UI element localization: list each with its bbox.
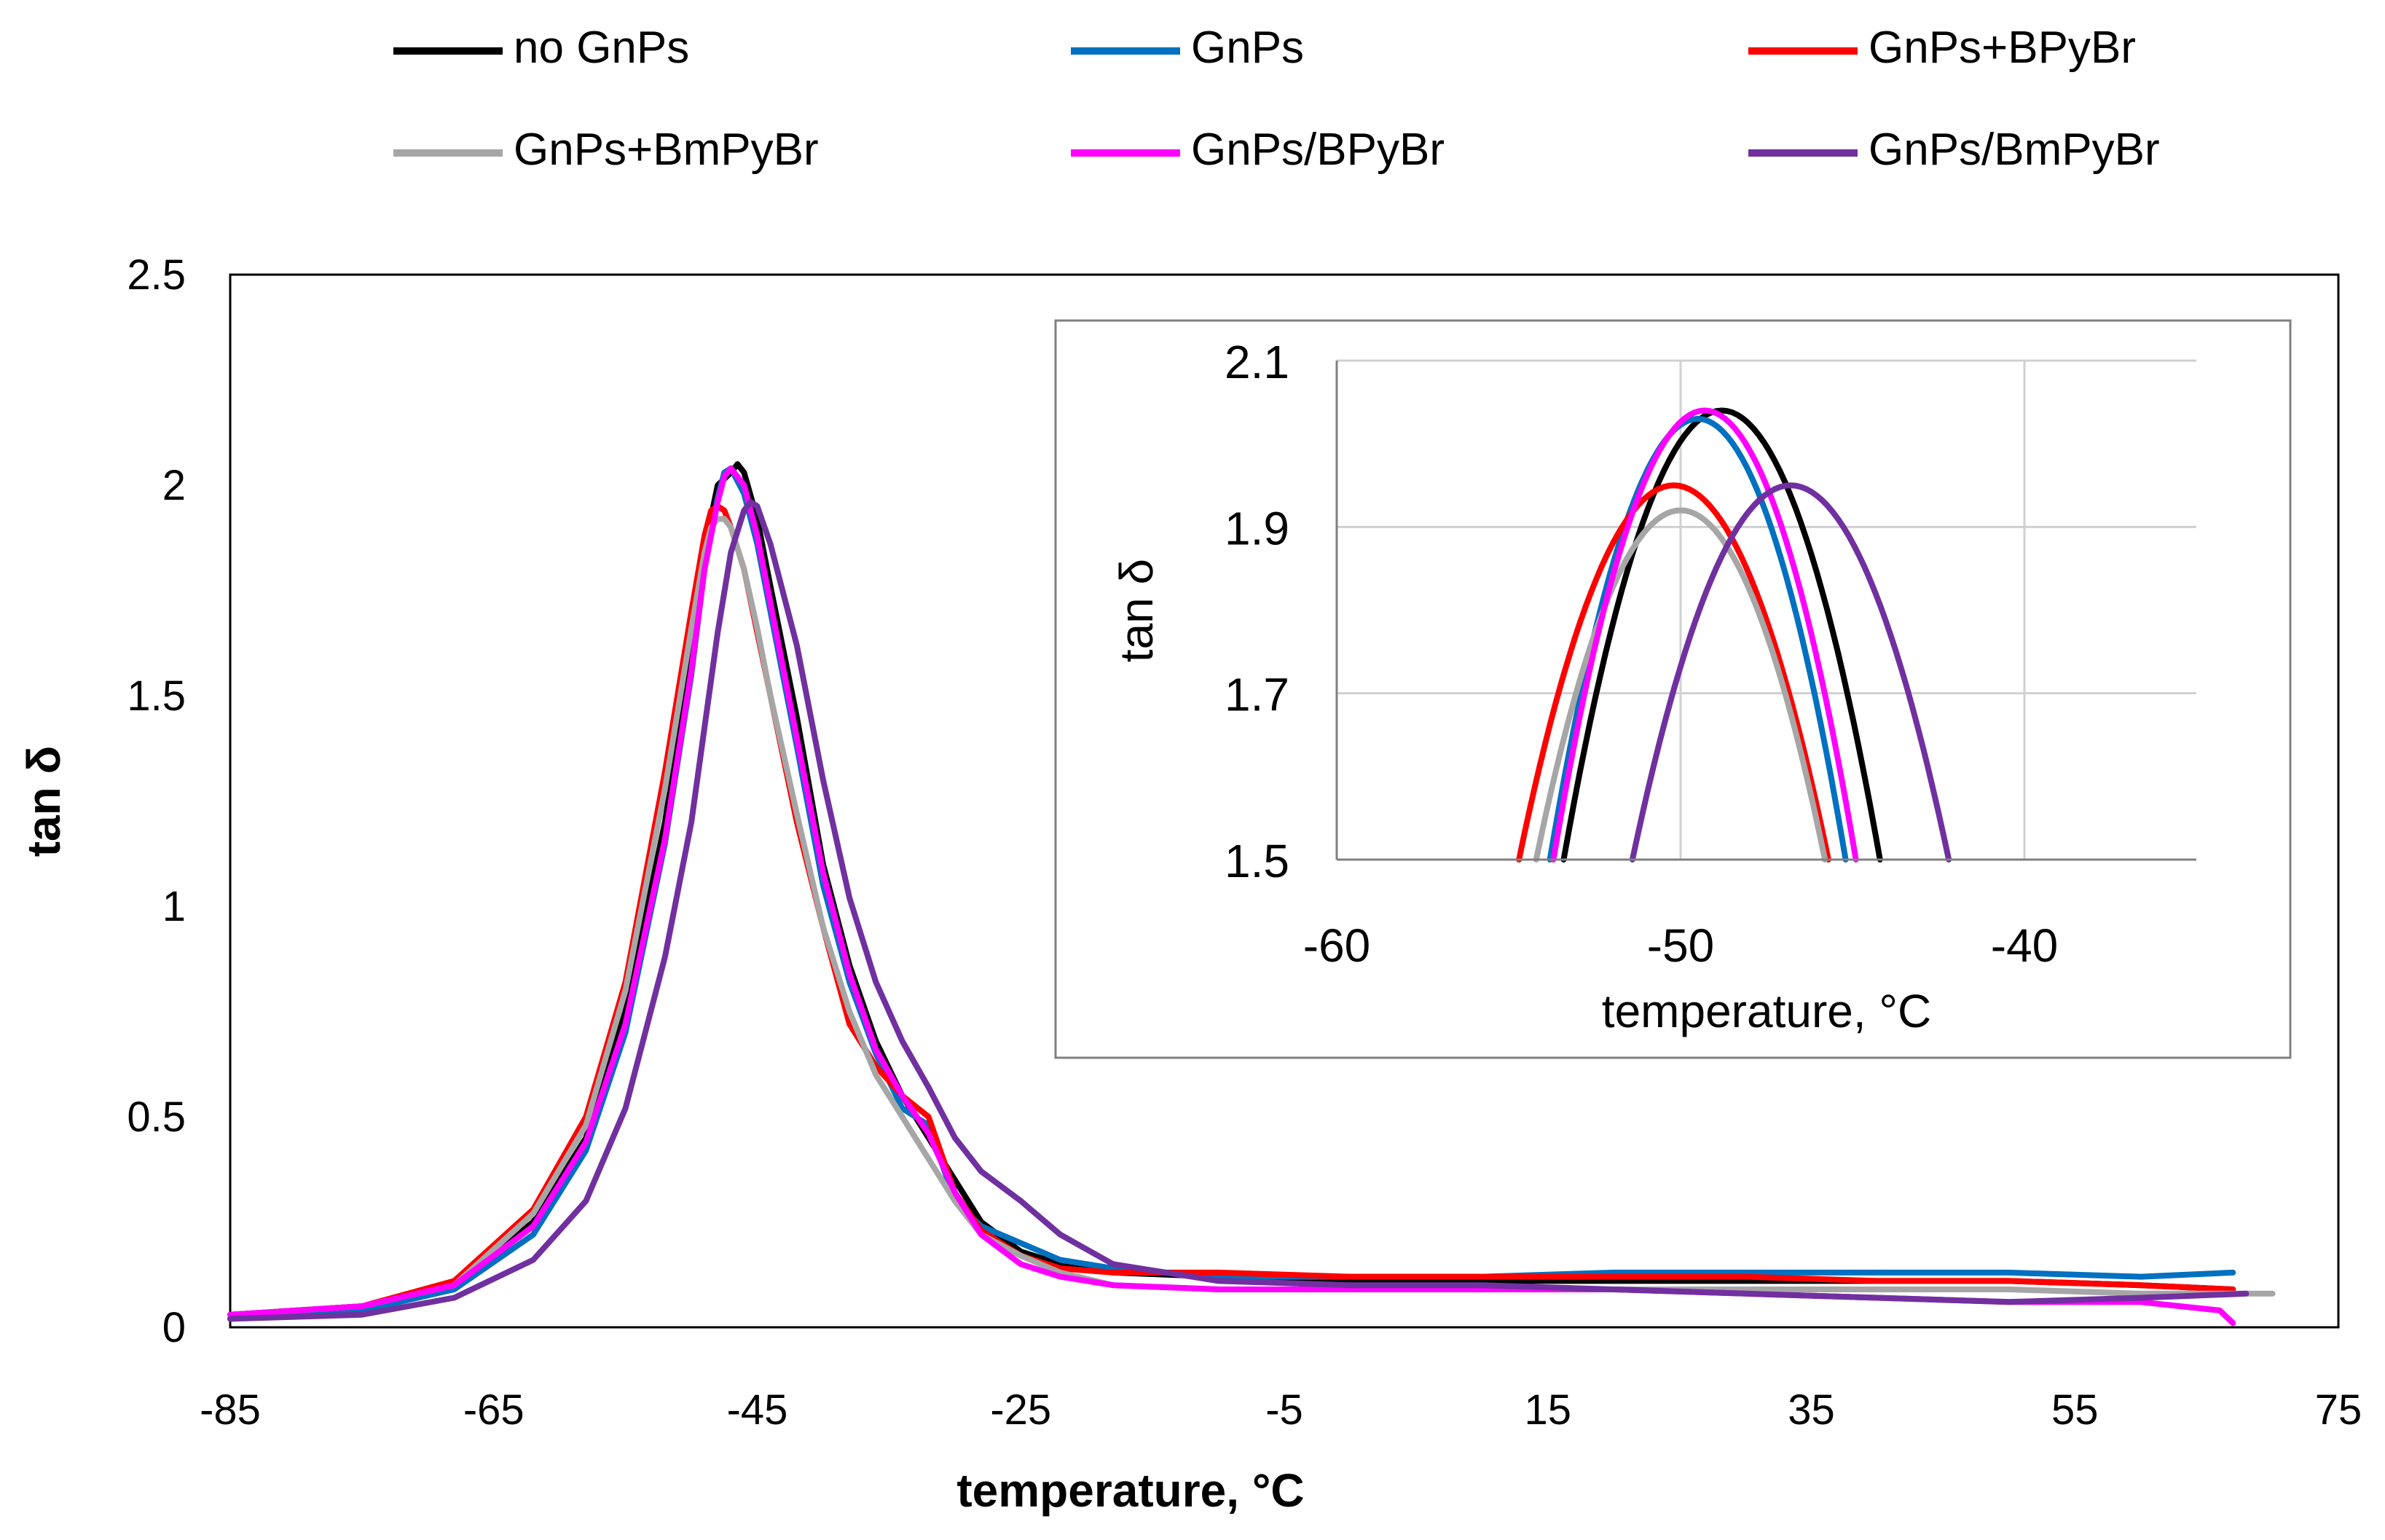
inset-x-tick-label: -50 (1647, 919, 1715, 972)
main-y-tick-label: 2 (162, 462, 186, 509)
main-series-group (227, 461, 2276, 1327)
main-x-tick-label: -65 (463, 1386, 524, 1434)
legend: no GnPs GnPs GnPs+BPyBr GnPs+BmPyBr GnPs… (393, 23, 2160, 175)
inset-series-line-no-gnps (1560, 407, 1883, 863)
inset-y-tick-label: 1.5 (1225, 835, 1289, 887)
main-series-line-gnps-slash-bmpybr (227, 499, 2250, 1322)
main-y-tick-label: 2.5 (127, 251, 186, 299)
main-x-tick-label: -25 (990, 1386, 1051, 1434)
inset-y-axis-title: tan δ (1110, 559, 1163, 662)
inset-tick-labels: -60 -50 -40 1.5 1.7 1.9 2.1 (1225, 336, 2058, 972)
main-x-axis-title: temperature, °C (956, 1464, 1304, 1517)
inset-y-tick-label: 1.7 (1225, 669, 1289, 721)
main-x-tick-label: 35 (1788, 1386, 1835, 1434)
legend-label-gnps-slash-bmpybr: GnPs/BmPyBr (1869, 125, 2160, 175)
main-y-axis-title: tan δ (17, 746, 70, 857)
main-x-tick-label: -85 (200, 1386, 261, 1434)
legend-label-no-gnps: no GnPs (514, 23, 689, 73)
inset-y-tick-label: 2.1 (1225, 336, 1289, 388)
main-y-tick-label: 0.5 (127, 1093, 186, 1141)
main-x-tick-label: 15 (1524, 1386, 1571, 1434)
main-x-tick-label: -5 (1265, 1386, 1303, 1434)
inset-y-tick-label: 1.9 (1225, 502, 1289, 554)
inset-x-axis-title: temperature, °C (1602, 985, 1931, 1037)
main-x-tick-label: 75 (2315, 1386, 2362, 1434)
main-tick-labels: -85 -65 -45 -25 -5 15 35 55 75 0 0.5 1 1.5 2 2.5 (127, 251, 2362, 1434)
main-plot-frame (229, 273, 2340, 1329)
main-y-tick-label: 1 (162, 883, 186, 930)
legend-label-gnps-bpybr: GnPs+BPyBr (1869, 23, 2136, 73)
inset-series-line-gnps-slash-bmpybr (1629, 482, 1952, 863)
inset-series-line-gnps-slash-bpybr (1550, 407, 1859, 863)
main-x-tick-label: 55 (2051, 1386, 2099, 1434)
inset-x-tick-label: -60 (1303, 919, 1371, 972)
main-y-tick-label: 0 (162, 1304, 186, 1351)
legend-label-gnps-slash-bpybr: GnPs/BPyBr (1191, 125, 1445, 175)
inset-series-line-gnps-plus-bmpybr (1533, 507, 1828, 863)
inset-x-tick-label: -40 (1991, 919, 2059, 972)
legend-label-gnps-bmpybr: GnPs+BmPyBr (514, 125, 819, 175)
main-y-tick-label: 1.5 (127, 672, 186, 720)
main-x-tick-label: -45 (727, 1386, 788, 1434)
inset-series-group (1516, 407, 1952, 863)
legend-label-gnps: GnPs (1191, 23, 1304, 73)
inset-series-line-gnps-plus-bpybr (1516, 482, 1831, 863)
